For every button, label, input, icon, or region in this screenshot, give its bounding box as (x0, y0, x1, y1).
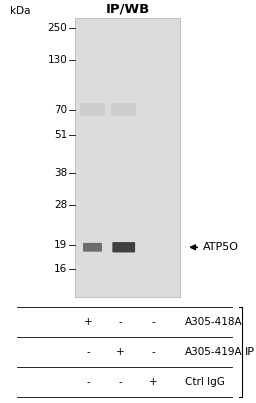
Text: -: - (87, 377, 91, 387)
Text: 51: 51 (54, 131, 68, 141)
Text: A305-419A: A305-419A (185, 347, 243, 357)
Text: kDa: kDa (10, 6, 30, 16)
Text: -: - (87, 347, 91, 357)
Text: -: - (118, 377, 122, 387)
Text: 70: 70 (54, 104, 68, 114)
Text: 16: 16 (54, 264, 68, 274)
Text: -: - (118, 317, 122, 327)
Text: 250: 250 (48, 23, 68, 33)
Text: 28: 28 (54, 200, 68, 210)
FancyBboxPatch shape (112, 242, 135, 252)
Text: Ctrl IgG: Ctrl IgG (185, 377, 225, 387)
Text: +: + (150, 377, 158, 387)
Text: +: + (116, 347, 124, 357)
Text: ATP5O: ATP5O (202, 242, 239, 252)
Text: 38: 38 (54, 168, 68, 179)
FancyBboxPatch shape (83, 243, 102, 251)
FancyBboxPatch shape (75, 18, 180, 297)
Text: -: - (152, 347, 156, 357)
Text: IP/WB: IP/WB (105, 3, 150, 16)
FancyBboxPatch shape (111, 103, 136, 116)
Text: A305-418A: A305-418A (185, 317, 243, 327)
Text: 19: 19 (54, 240, 68, 250)
Text: -: - (152, 317, 156, 327)
Text: +: + (84, 317, 93, 327)
Text: 130: 130 (48, 54, 68, 64)
Text: IP: IP (245, 347, 255, 357)
FancyBboxPatch shape (80, 103, 105, 116)
